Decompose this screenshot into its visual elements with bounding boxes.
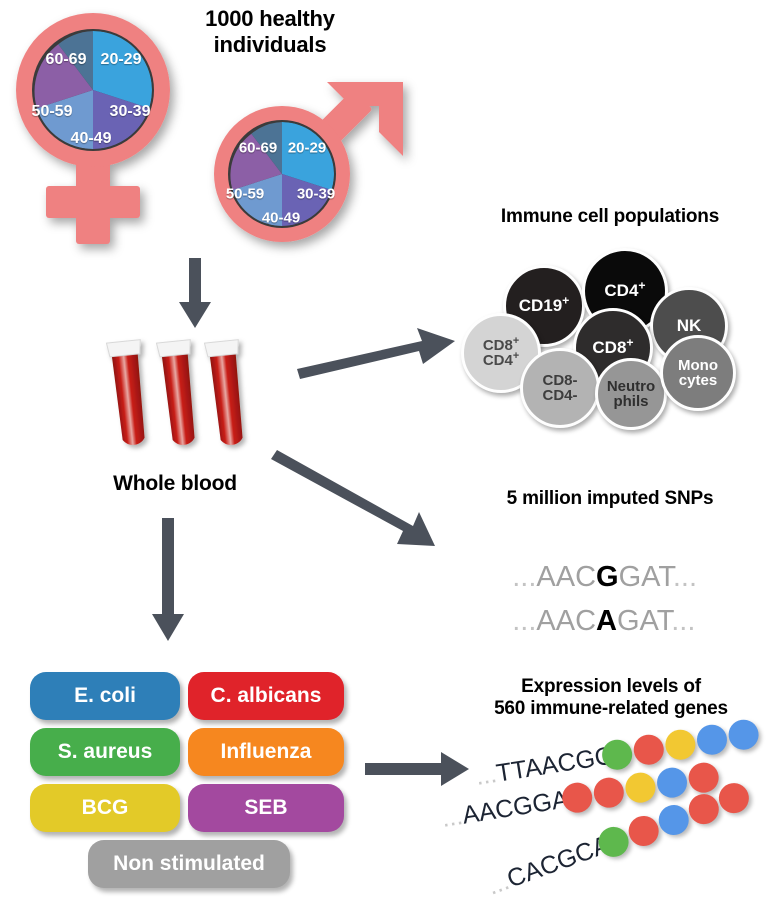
snp-right: GAT xyxy=(618,561,673,593)
stimulation-seb[interactable]: SEB xyxy=(188,784,344,832)
blood-tubes-graphic xyxy=(105,339,243,445)
arrow-stimulations-to-expression xyxy=(365,752,470,788)
stimulation-non-stimulated[interactable]: Non stimulated xyxy=(88,840,290,888)
immune-cell-label: CD4+ xyxy=(604,278,646,301)
immune-cell-label: NK xyxy=(676,316,702,336)
pie-wedge-40-49 xyxy=(232,174,282,226)
expression-title: Expression levels of 560 immune-related … xyxy=(494,676,728,720)
pie-wedge-60-69 xyxy=(58,31,93,90)
snps-title: 5 million imputed SNPs xyxy=(506,488,714,509)
immune-cell-neutrophils[interactable]: Neutro phils xyxy=(595,358,667,430)
expression-strands: ...TTAACGG ...AACGGAT ...CACGCAA xyxy=(440,717,771,910)
pie-wedge-30-39 xyxy=(282,174,332,226)
snp-sequence-row: ...AACAGAT... xyxy=(480,572,695,671)
expression-bead xyxy=(624,811,663,851)
snp-prefix: ... xyxy=(512,605,537,637)
pie-wedge-60-69 xyxy=(251,122,282,174)
arrow-blood-to-immune-cells xyxy=(295,325,460,380)
pie-wedge-50-59 xyxy=(230,133,282,190)
pie-wedge-40-49 xyxy=(36,90,93,149)
stimulation-s-aureus[interactable]: S. aureus xyxy=(30,728,180,776)
expression-bead xyxy=(726,717,761,752)
male-age-pie xyxy=(230,122,334,226)
snp-variant: A xyxy=(596,605,617,637)
immune-cell-monocytes[interactable]: Mono cytes xyxy=(660,335,736,411)
stimulation-panel: E. coli C. albicans S. aureus Influenza … xyxy=(30,672,350,892)
female-gender-symbol: 20-29 30-39 40-49 50-59 60-69 xyxy=(8,8,208,258)
immune-cell-cd19[interactable]: CD19+ xyxy=(503,265,585,347)
immune-cell-title: Immune cell populations xyxy=(500,206,720,227)
immune-cell-label: CD19+ xyxy=(518,293,570,316)
expression-bead xyxy=(663,727,698,762)
snp-right: GAT xyxy=(617,605,672,637)
snp-sequence-row: ...AACGGAT... xyxy=(480,528,697,627)
expression-bead xyxy=(623,770,658,805)
immune-cell-label: CD8+ CD4+ xyxy=(482,334,520,369)
immune-cell-cd8-cd4-double-negative[interactable]: CD8- CD4- xyxy=(520,348,600,428)
snp-variant: G xyxy=(596,561,619,593)
snp-suffix: ... xyxy=(671,605,696,637)
stimulation-bcg[interactable]: BCG xyxy=(30,784,180,832)
snp-left: AAC xyxy=(536,561,597,593)
snp-suffix: ... xyxy=(672,561,698,593)
immune-cell-populations: CD19+ CD4+ NK CD8+ CD8+ CD4+ CD8- CD4- Ne… xyxy=(455,240,771,430)
stimulation-c-albicans[interactable]: C. albicans xyxy=(188,672,344,720)
male-symbol-graphic xyxy=(214,82,403,242)
expression-bead xyxy=(591,775,626,810)
male-gender-symbol: 20-29 30-39 40-49 50-59 60-69 xyxy=(203,60,418,255)
pie-wedge-20-29 xyxy=(282,122,334,190)
expression-bead xyxy=(654,765,690,800)
expression-bead xyxy=(631,732,666,767)
cohort-title: 1000 healthy individuals xyxy=(205,6,335,57)
stimulation-e-coli[interactable]: E. coli xyxy=(30,672,180,720)
stimulation-influenza[interactable]: Influenza xyxy=(188,728,344,776)
female-symbol-graphic xyxy=(16,13,170,244)
arrow-cohort-to-blood xyxy=(175,258,215,330)
snp-left: AAC xyxy=(536,605,597,637)
pie-wedge-30-39 xyxy=(93,90,150,149)
female-age-pie xyxy=(34,31,152,149)
blood-tubes xyxy=(100,335,260,465)
arrow-blood-to-stimulations xyxy=(148,518,188,643)
arrow-blood-to-snps xyxy=(271,448,460,553)
snp-prefix: ... xyxy=(512,561,537,593)
expression-bead xyxy=(694,722,730,757)
pie-wedge-50-59 xyxy=(34,44,93,109)
immune-cell-label: CD8+ xyxy=(592,335,634,358)
whole-blood-label: Whole blood xyxy=(113,472,237,495)
snp-sequences: ...AACGGAT... ...AACAGAT... xyxy=(480,528,750,637)
pie-wedge-20-29 xyxy=(93,31,152,109)
